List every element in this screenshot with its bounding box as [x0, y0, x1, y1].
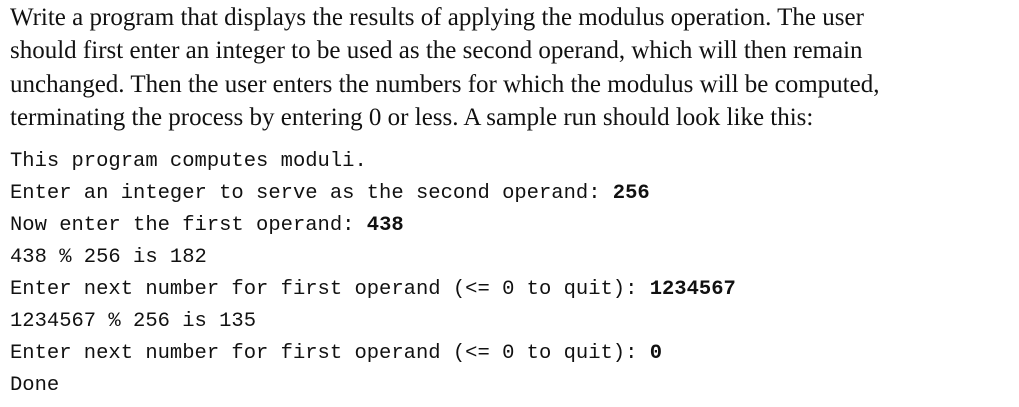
console-line: Enter next number for first operand (<= …	[10, 274, 736, 306]
console-output: This program computes moduli.	[10, 150, 367, 173]
console-output: Enter next number for first operand (<= …	[10, 278, 638, 301]
user-input: 438	[366, 214, 404, 237]
text-line: unchanged. Then the user enters the numb…	[10, 70, 880, 98]
intro-paragraph: Write a program that displays the result…	[10, 1, 879, 134]
console-line: Now enter the first operand: 438	[10, 210, 736, 242]
console-line: Enter next number for first operand (<= …	[10, 338, 736, 370]
user-input: 1234567	[649, 278, 736, 301]
sample-run: This program computes moduli. Enter an in…	[10, 146, 736, 402]
console-output: Now enter the first operand:	[10, 214, 355, 237]
console-output: Enter an integer to serve as the second …	[10, 182, 601, 205]
console-line: 438 % 256 is 182	[10, 242, 736, 274]
user-input: 256	[612, 182, 650, 205]
console-line: 1234567 % 256 is 135	[10, 306, 736, 338]
console-line: Done	[10, 370, 736, 402]
console-output: 1234567 % 256 is 135	[10, 310, 257, 333]
console-output: Enter next number for first operand (<= …	[10, 342, 638, 365]
text-line: should first enter an integer to be used…	[10, 37, 863, 65]
text-line: terminating the process by entering 0 or…	[10, 103, 814, 131]
console-output: 438 % 256 is 182	[10, 246, 207, 269]
console-line: Enter an integer to serve as the second …	[10, 178, 736, 210]
console-line: This program computes moduli.	[10, 146, 736, 178]
text-line: Write a program that displays the result…	[10, 4, 864, 31]
console-output: Done	[10, 374, 60, 397]
user-input: 0	[649, 342, 663, 365]
